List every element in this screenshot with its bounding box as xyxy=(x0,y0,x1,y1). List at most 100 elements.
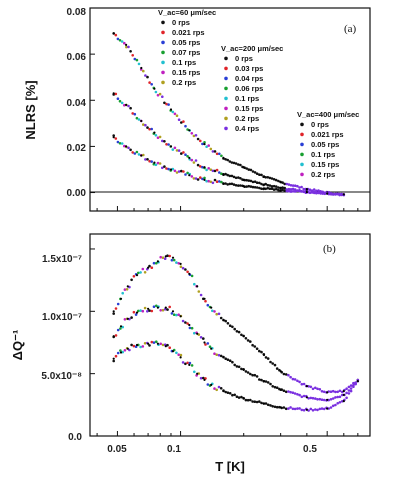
legend-entry: 0.021 rps xyxy=(172,28,205,37)
panel-b-series-0-point xyxy=(329,390,333,394)
panel-a-series-0-point xyxy=(237,163,240,166)
panel-a-series-1-marker xyxy=(188,156,191,159)
xtick-1: 0.1 xyxy=(167,444,181,455)
panel-b-series-0-point xyxy=(322,390,326,394)
panel-b-series-1-marker xyxy=(164,306,167,309)
panel-a-series-2-point xyxy=(277,188,280,192)
panel-a-series-1-point xyxy=(133,112,137,116)
panel-b-series-2-point xyxy=(123,349,127,352)
panel-b-series-2-point xyxy=(338,401,342,404)
panel-a-series-2-point xyxy=(150,160,153,163)
panel-b-series-1-point xyxy=(289,390,292,394)
panel-a-series-2-point xyxy=(215,180,219,183)
panel-b-series-2-point xyxy=(130,343,133,347)
panel-b-series-1-point xyxy=(193,331,196,335)
panel-b-series-0-point xyxy=(181,266,185,270)
panel-b-series-2-point xyxy=(228,392,232,395)
panel-a-series-2-marker xyxy=(153,161,156,164)
panel-a-series-2-point xyxy=(293,190,297,193)
panel-b-series-0-marker xyxy=(326,391,329,394)
panel-b-series-1-marker xyxy=(196,332,199,335)
panel-a-series-1-point xyxy=(184,153,187,156)
legend-entry: 0.07 rps xyxy=(172,48,200,57)
panel-a-series-0-point xyxy=(253,171,257,174)
panel-b-series-1-point xyxy=(244,370,248,373)
legend-entry: 0.15 rps xyxy=(172,68,200,77)
panel-b-series-2-marker xyxy=(164,345,167,348)
panel-b-series-0-point xyxy=(309,385,313,389)
panel-b-series-2-marker xyxy=(279,406,282,409)
panel-a-series-0-point xyxy=(173,112,177,116)
panel-b-series-2-point xyxy=(322,407,326,411)
panel-b-series-1-point xyxy=(114,334,118,337)
panel-b-series-1-point xyxy=(329,398,333,401)
panel-b-series-0-point xyxy=(307,385,310,388)
panel-b-series-2-point xyxy=(246,398,250,402)
panel-a-series-1-point xyxy=(272,184,276,188)
legend-marker xyxy=(224,66,228,71)
panel-b-series-2-point xyxy=(309,407,313,411)
panel-a-series-2-point xyxy=(237,184,240,187)
panel-a-series-2-marker xyxy=(125,145,128,148)
panel-a-series-2-point xyxy=(201,177,204,181)
panel-a-series-2-marker xyxy=(112,136,115,139)
panel-a-series-0-point xyxy=(211,150,215,153)
panel-b-series-0-marker xyxy=(342,390,345,393)
panel-b-series-0-point xyxy=(152,261,156,265)
panel-a-series-1-point xyxy=(177,149,181,152)
panel-b-series-2-point xyxy=(264,402,268,405)
panel-b-series-1-point xyxy=(291,391,295,395)
panel-a-series-2-point xyxy=(135,150,139,154)
panel-a-series-1-point xyxy=(287,187,291,191)
panel-b-series-2-point xyxy=(128,348,131,352)
panel-a-series-1-point xyxy=(116,97,120,100)
panel-b-series-1-point xyxy=(320,398,324,402)
panel-b-series-0-point xyxy=(190,274,194,278)
panel-a-series-1-point xyxy=(123,103,126,107)
panel-b-series-2-point xyxy=(271,405,275,408)
legend-marker xyxy=(224,106,228,111)
panel-b-series-2-marker xyxy=(147,342,150,345)
panel-b-series-2-marker xyxy=(171,350,175,353)
panel-b-series-0-point xyxy=(266,357,270,360)
panel-b-series-1-point xyxy=(338,395,342,399)
panel-b-series-1-marker xyxy=(156,306,159,309)
panel-b-series-1-point xyxy=(296,393,299,396)
panel-a-series-1-point xyxy=(165,143,168,146)
panel-b-series-2-point xyxy=(282,406,286,409)
panel-a-series-0-point xyxy=(234,162,238,165)
panel-b-series-0-point xyxy=(159,255,162,259)
panel-a-series-2-point xyxy=(186,171,189,175)
panel-a-series-2-point xyxy=(268,187,272,190)
panel-a-series-1-marker xyxy=(140,119,143,123)
panel-a-series-2-point xyxy=(312,191,316,195)
panel-a-series-1-point xyxy=(142,123,145,126)
panel-a-series-1-point xyxy=(129,106,132,110)
panel-a-series-2-point xyxy=(123,144,126,148)
panel-b-series-2-point xyxy=(141,345,145,348)
panel-a-series-2-point xyxy=(226,183,229,186)
panel-label-a: (a) xyxy=(344,23,357,35)
panel-a-series-0-point xyxy=(296,184,299,188)
panel-a-data xyxy=(112,32,346,197)
panel-a-series-0-marker xyxy=(140,66,143,70)
panel-b-series-1-point xyxy=(228,359,232,363)
panel-b-series-2-point xyxy=(235,395,239,399)
panel-a-series-2-point xyxy=(228,182,232,186)
panel-b-series-2-marker xyxy=(242,397,245,400)
panel-a-series-2-point xyxy=(224,182,227,185)
panel-b-series-2-point xyxy=(296,407,299,410)
panel-a-series-0-marker xyxy=(305,188,308,191)
panel-a-series-0-point xyxy=(289,184,293,187)
panel-a-series-0-point xyxy=(266,176,270,179)
legend-entry: 0.05 rps xyxy=(172,38,200,47)
panel-b-series-0-point xyxy=(287,373,290,377)
panel-b-series-1-point xyxy=(258,378,261,381)
panel-b-series-2-point xyxy=(298,407,301,410)
panel-b-series-1-point xyxy=(215,353,218,357)
panel-a-series-0-point xyxy=(116,37,120,41)
panel-b-series-2-marker xyxy=(156,342,159,345)
panel-a-series-1-point xyxy=(247,179,251,182)
panel-b-series-0-point xyxy=(284,373,288,376)
ytick-a-2: 0.04 xyxy=(67,98,87,109)
